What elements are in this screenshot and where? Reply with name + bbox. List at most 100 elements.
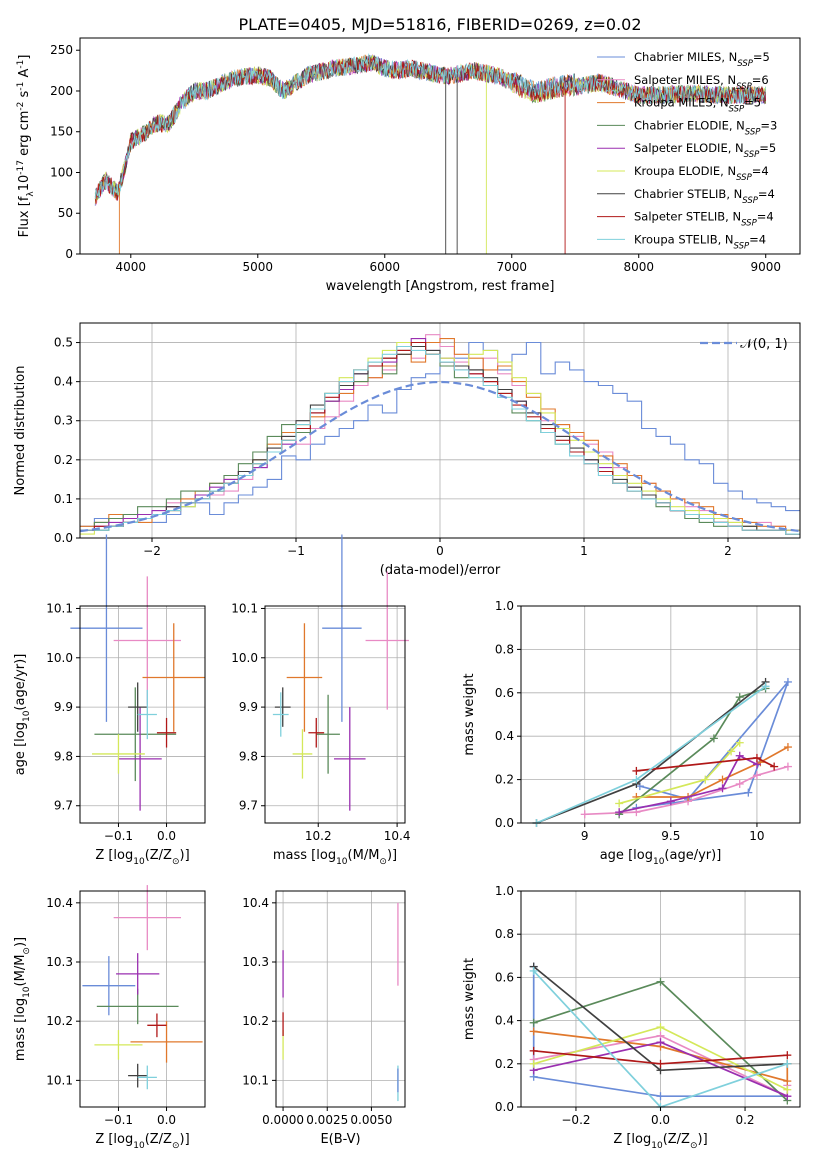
y-tick-label: 0.6: [495, 970, 514, 984]
x-tick-label: 0.0025: [306, 1113, 348, 1127]
y-tick-label: 200: [50, 84, 73, 98]
figure-title: PLATE=0405, MJD=51816, FIBERID=0269, z=0…: [238, 15, 641, 34]
x-tick-label: 10.4: [384, 829, 411, 843]
legend-label: Chabrier ELODIE, NSSP=3: [634, 118, 777, 137]
y-tick-label: 10.2: [46, 1014, 73, 1028]
spectrum-legend: Chabrier MILES, NSSP=5 Salpeter MILES, NS…: [597, 50, 777, 251]
histogram-step: [80, 345, 800, 535]
x-axis-label: wavelength [Angstrom, rest frame]: [326, 279, 555, 294]
panel-residual_histogram: −2 −1 0 1 2 0.0 0.1 0.2 0.3 0.4 0.5 (data-model)/er…: [13, 322, 801, 578]
y-tick-label: 9.7: [239, 799, 258, 813]
y-tick-label: 0.5: [54, 336, 73, 350]
y-tick-label: 10.1: [242, 1073, 269, 1087]
legend-label: Kroupa ELODIE, NSSP=4: [634, 164, 769, 183]
y-tick-label: 50: [58, 206, 73, 220]
legend-label: Chabrier STELIB, NSSP=4: [634, 187, 775, 206]
plot-frame: [520, 605, 801, 824]
x-tick-label: 0.2: [735, 1113, 754, 1127]
plot-frame: [264, 605, 406, 824]
y-tick-label: 9.7: [54, 799, 73, 813]
x-tick-label: 0.0: [157, 829, 176, 843]
y-tick-label: 10.3: [242, 955, 269, 969]
y-axis-label: age [log10(age/yr)]: [13, 654, 32, 776]
y-tick-label: 10.1: [46, 1073, 73, 1087]
panel-mass_vs_EBV: 0.0000 0.0025 0.0050 10.1 10.2 10.3 10.4 E(B-V): [242, 890, 406, 1147]
plot-frame: [79, 605, 206, 824]
y-tick-label: 0.4: [54, 375, 73, 389]
x-tick-label: 9000: [750, 260, 781, 274]
y-tick-label: 10.1: [46, 601, 73, 615]
y-tick-label: 0.3: [54, 414, 73, 428]
y-axis-label: mass [log10(M/M⊙)]: [13, 937, 32, 1061]
y-tick-label: 10.1: [231, 601, 258, 615]
x-tick-label: 8000: [623, 260, 654, 274]
y-tick-label: 10.4: [242, 896, 269, 910]
y-axis-label: Flux [fλ10-17 erg cm-2 s-1 A-1]: [16, 55, 36, 238]
y-axis-label: Normed distribution: [13, 366, 28, 496]
y-tick-label: 10.0: [46, 651, 73, 665]
y-tick-label: 0.8: [495, 927, 514, 941]
x-tick-label: 9.5: [661, 829, 680, 843]
y-tick-label: 0.0: [495, 1100, 514, 1114]
legend-label: Kroupa STELIB, NSSP=4: [634, 232, 766, 251]
x-tick-label: 0.0000: [262, 1113, 304, 1127]
weight-line: [584, 765, 789, 816]
x-tick-label: 0.0: [157, 1113, 176, 1127]
y-tick-label: 250: [50, 43, 73, 57]
plot-frame: [79, 37, 801, 255]
plot-frame: [275, 890, 406, 1108]
y-tick-label: 0.1: [54, 492, 73, 506]
x-tick-label: 7000: [496, 260, 527, 274]
x-tick-label: 10: [749, 829, 764, 843]
x-axis-label: Z [log10(Z/Z⊙)]: [95, 1132, 189, 1151]
x-tick-label: 0: [436, 544, 444, 558]
y-tick-label: 100: [50, 165, 73, 179]
legend-label: Salpeter STELIB, NSSP=4: [634, 210, 774, 229]
x-axis-label: Z [log10(Z/Z⊙)]: [95, 848, 189, 867]
y-tick-label: 1.0: [495, 599, 514, 613]
legend-label: Salpeter MILES, NSSP=6: [634, 73, 769, 92]
x-tick-label: −0.1: [104, 1113, 133, 1127]
x-tick-label: 5000: [243, 260, 274, 274]
y-tick-label: 0.2: [495, 773, 514, 787]
y-tick-label: 0.4: [495, 1014, 514, 1028]
x-tick-label: −1: [287, 544, 305, 558]
legend-label: Kroupa MILES, NSSP=5: [634, 96, 761, 115]
x-tick-label: 0.0: [651, 1113, 670, 1127]
x-tick-label: 6000: [369, 260, 400, 274]
x-tick-label: 1: [580, 544, 588, 558]
weight-line: [636, 681, 789, 809]
legend-label: Chabrier MILES, NSSP=5: [634, 50, 770, 69]
y-tick-label: 0.2: [54, 453, 73, 467]
y-tick-label: 0.0: [54, 531, 73, 545]
panel-weight_vs_age: 9 9.5 10 0.0 0.2 0.4 0.6 0.8 1.0 age [log10(age/y…: [462, 599, 801, 867]
y-tick-label: 9.8: [54, 749, 73, 763]
x-tick-label: 9: [581, 829, 589, 843]
y-tick-label: 10.3: [46, 955, 73, 969]
x-axis-label: mass [log10(M/M⊙)]: [273, 848, 397, 867]
panel-mass_vs_Z: −0.1 0.0 10.1 10.2 10.3 10.4 Z [log10(Z/Z⊙)] ma…: [13, 885, 206, 1151]
y-tick-label: 0: [65, 247, 73, 261]
x-tick-label: −0.2: [561, 1113, 590, 1127]
y-tick-label: 0.8: [495, 642, 514, 656]
weight-line: [618, 742, 741, 805]
gaussian-curve: [79, 380, 801, 533]
histogram-step: [80, 341, 800, 527]
x-axis-label: E(B-V): [320, 1132, 360, 1147]
y-tick-label: 0.0: [495, 816, 514, 830]
legend-label: 𝒩(0, 1): [740, 337, 787, 352]
y-tick-label: 10.0: [231, 651, 258, 665]
y-tick-label: 0.4: [495, 729, 514, 743]
y-tick-label: 150: [50, 125, 73, 139]
x-tick-label: 2: [724, 544, 732, 558]
x-axis-label: Z [log10(Z/Z⊙)]: [613, 1132, 707, 1151]
y-tick-label: 9.8: [239, 749, 258, 763]
panel-age_vs_Z: −0.1 0.0 9.7 9.8 9.9 10.0 10.1 Z [log10(Z/Z⊙)] a…: [13, 534, 206, 867]
x-tick-label: 0.0050: [350, 1113, 392, 1127]
x-tick-label: 10.2: [305, 829, 332, 843]
x-axis-label: age [log10(age/yr)]: [600, 848, 722, 867]
y-tick-label: 1.0: [495, 884, 514, 898]
y-tick-label: 10.2: [242, 1014, 269, 1028]
y-axis-label: mass weight: [462, 673, 477, 755]
x-tick-label: −0.1: [104, 829, 133, 843]
